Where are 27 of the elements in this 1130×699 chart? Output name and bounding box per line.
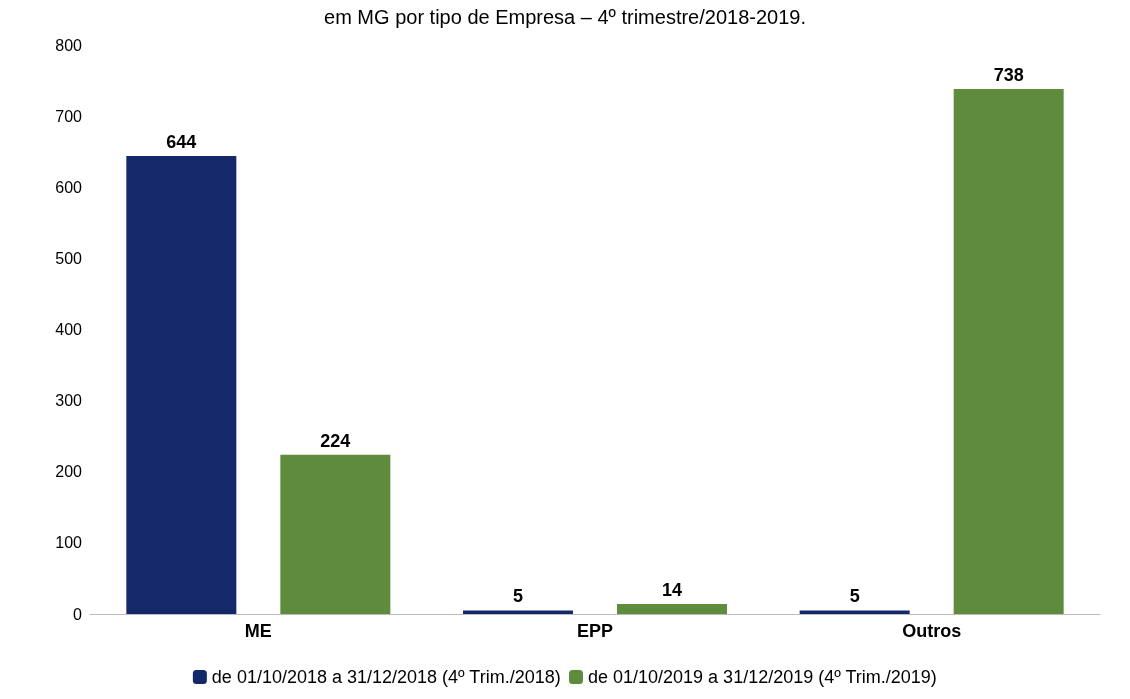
legend-label: de 01/10/2018 a 31/12/2018 (4º Trim./2018) — [211, 667, 561, 687]
y-tick-label: 300 — [55, 392, 83, 410]
data-label: 5 — [849, 586, 860, 607]
bar — [126, 155, 237, 614]
data-label: 5 — [512, 586, 524, 607]
y-tick-label: 500 — [55, 249, 83, 267]
x-tick-label: Outros — [902, 621, 962, 641]
chart-title: em MG por tipo de Empresa – 4º trimestre/2018-2019. — [324, 6, 806, 28]
y-tick-label: 800 — [55, 36, 83, 54]
data-label: 224 — [320, 430, 351, 451]
bar — [280, 454, 391, 614]
y-tick-label: 100 — [55, 534, 83, 552]
y-tick-label: 200 — [55, 463, 83, 481]
bar — [617, 604, 727, 614]
bar — [463, 610, 573, 614]
bar — [953, 89, 1064, 614]
x-tick-label: ME — [244, 621, 272, 641]
legend-label: de 01/10/2019 a 31/12/2019 (4º Trim./2019) — [588, 667, 937, 687]
x-tick-label: EPP — [576, 621, 614, 641]
data-label: 738 — [993, 65, 1024, 86]
data-label: 14 — [661, 580, 683, 601]
y-tick-label: 400 — [55, 321, 83, 338]
y-tick-label: 700 — [55, 107, 83, 125]
data-label: 644 — [166, 131, 197, 152]
y-tick-label: 0 — [73, 605, 83, 623]
bar — [799, 610, 910, 614]
y-tick-label: 600 — [55, 178, 83, 196]
